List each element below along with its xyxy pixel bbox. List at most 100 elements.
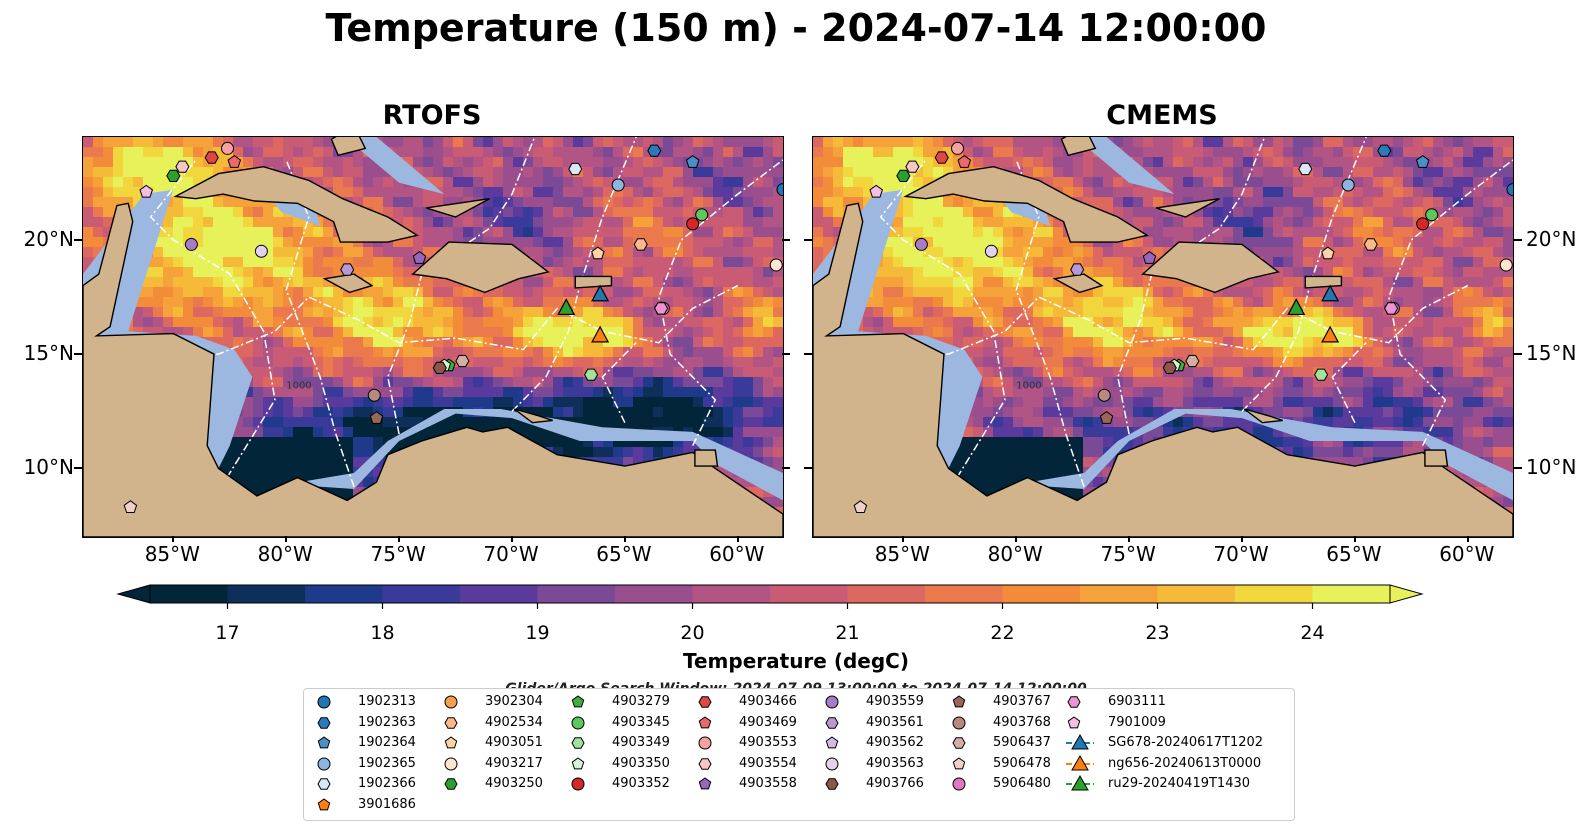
temperature-cell <box>673 297 684 308</box>
temperature-cell <box>333 487 344 498</box>
temperature-cell <box>1433 187 1444 198</box>
temperature-cell <box>673 197 684 208</box>
temperature-cell <box>953 337 964 348</box>
temperature-cell <box>483 187 494 198</box>
temperature-cell <box>733 327 744 338</box>
temperature-cell <box>1503 307 1513 318</box>
temperature-cell <box>1493 257 1504 268</box>
temperature-cell <box>503 397 514 408</box>
temperature-cell <box>863 307 874 318</box>
temperature-cell <box>403 187 414 198</box>
temperature-cell <box>1023 367 1034 378</box>
temperature-cell <box>1143 297 1154 308</box>
temperature-cell <box>1503 267 1513 278</box>
temperature-cell <box>553 147 564 158</box>
temperature-cell <box>723 277 734 288</box>
temperature-cell <box>1193 347 1204 358</box>
temperature-cell <box>543 147 554 158</box>
temperature-cell <box>673 307 684 318</box>
temperature-cell <box>893 277 904 288</box>
temperature-cell <box>323 407 334 418</box>
temperature-cell <box>1313 247 1324 258</box>
temperature-cell <box>83 227 94 238</box>
temperature-cell <box>1473 307 1484 318</box>
temperature-cell <box>93 187 104 198</box>
temperature-cell <box>1503 247 1513 258</box>
temperature-cell <box>213 327 224 338</box>
temperature-cell <box>973 247 984 258</box>
temperature-cell <box>623 317 634 328</box>
temperature-cell <box>1443 347 1454 358</box>
temperature-cell <box>933 217 944 228</box>
temperature-cell <box>243 217 254 228</box>
temperature-cell <box>403 397 414 408</box>
temperature-cell <box>1333 357 1344 368</box>
temperature-cell <box>743 327 754 338</box>
temperature-cell <box>1353 227 1364 238</box>
temperature-cell <box>683 277 694 288</box>
temperature-cell <box>1223 387 1234 398</box>
temperature-cell <box>1453 167 1464 178</box>
temperature-cell <box>853 137 864 148</box>
temperature-cell <box>383 257 394 268</box>
temperature-cell <box>1133 397 1144 408</box>
temperature-cell <box>1403 197 1414 208</box>
temperature-cell <box>1383 207 1394 218</box>
land-mass <box>694 449 719 467</box>
temperature-cell <box>463 307 474 318</box>
temperature-cell <box>913 287 924 298</box>
temperature-cell <box>993 307 1004 318</box>
temperature-cell <box>653 297 664 308</box>
temperature-cell <box>503 287 514 298</box>
temperature-cell <box>893 177 904 188</box>
temperature-cell <box>333 237 344 248</box>
temperature-cell <box>373 277 384 288</box>
temperature-cell <box>1343 357 1354 368</box>
temperature-cell <box>723 467 734 478</box>
temperature-cell <box>703 287 714 298</box>
temperature-cell <box>1113 257 1124 268</box>
temperature-cell <box>1503 317 1513 328</box>
temperature-cell <box>443 387 454 398</box>
temperature-cell <box>553 137 564 148</box>
temperature-cell <box>883 177 894 188</box>
temperature-cell <box>1283 387 1294 398</box>
temperature-cell <box>753 357 764 368</box>
temperature-cell <box>593 237 604 248</box>
temperature-cell <box>1343 267 1354 278</box>
temperature-cell <box>963 267 974 278</box>
temperature-cell <box>293 397 304 408</box>
temperature-cell <box>573 217 584 228</box>
temperature-cell <box>283 287 294 298</box>
temperature-cell <box>453 227 464 238</box>
temperature-cell <box>903 297 914 308</box>
temperature-cell <box>1343 207 1354 218</box>
temperature-cell <box>373 367 384 378</box>
temperature-cell <box>1483 327 1494 338</box>
temperature-cell <box>1033 347 1044 358</box>
temperature-cell <box>703 217 714 228</box>
temperature-cell <box>883 317 894 328</box>
temperature-cell <box>1053 297 1064 308</box>
temperature-cell <box>483 147 494 158</box>
temperature-cell <box>753 217 764 228</box>
temperature-cell <box>1093 387 1104 398</box>
temperature-cell <box>1393 217 1404 228</box>
temperature-cell <box>1163 137 1174 148</box>
temperature-cell <box>363 167 374 178</box>
temperature-cell <box>983 307 994 318</box>
temperature-cell <box>713 207 724 218</box>
temperature-cell <box>563 147 574 158</box>
temperature-cell <box>1253 337 1264 348</box>
temperature-cell <box>1273 137 1284 148</box>
temperature-cell <box>83 257 94 268</box>
temperature-cell <box>583 167 594 178</box>
temperature-cell <box>1413 357 1424 368</box>
temperature-cell <box>253 217 264 228</box>
shelf-area <box>344 137 445 195</box>
temperature-cell <box>603 207 614 218</box>
temperature-cell <box>263 297 274 308</box>
temperature-cell <box>1023 437 1034 448</box>
temperature-cell <box>513 177 524 188</box>
temperature-cell <box>1053 317 1064 328</box>
